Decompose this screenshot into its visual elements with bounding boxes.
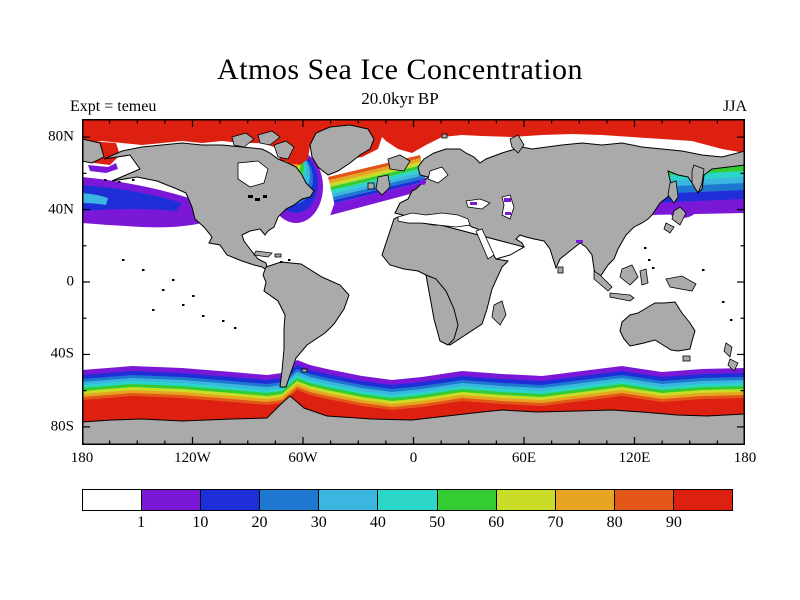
colorbar bbox=[82, 489, 733, 511]
x-tick-label: 180 bbox=[733, 450, 757, 466]
x-tick-label: 120E bbox=[618, 450, 651, 466]
colorbar-cell bbox=[613, 490, 673, 510]
borneo bbox=[619, 264, 639, 286]
season-label: JJA bbox=[722, 98, 747, 115]
colorbar-cell bbox=[436, 490, 496, 510]
colorbar-tick-label: 30 bbox=[310, 514, 327, 531]
x-tick-label: 0 bbox=[409, 450, 418, 466]
hudson-bay bbox=[237, 160, 269, 188]
new-zealand-south bbox=[727, 358, 739, 372]
sumatra bbox=[593, 270, 613, 292]
inland-seas bbox=[237, 160, 583, 260]
madagascar bbox=[491, 300, 507, 326]
continents bbox=[82, 124, 745, 388]
x-tick-label: 120W bbox=[174, 450, 211, 466]
pacific-island-dots bbox=[104, 179, 733, 329]
caspian-ice bbox=[504, 198, 511, 202]
colorbar-tick-label: 60 bbox=[488, 514, 505, 531]
colorbar-tick-label: 50 bbox=[429, 514, 446, 531]
colorbar-cell bbox=[318, 490, 378, 510]
black-sea-ice bbox=[470, 202, 477, 205]
x-tick-label: 60E bbox=[511, 450, 537, 466]
red-sea bbox=[475, 228, 495, 260]
map-svg bbox=[82, 119, 745, 445]
experiment-label: Expt = temeu bbox=[70, 98, 157, 115]
x-tick-label: 60W bbox=[288, 450, 318, 466]
black-sea bbox=[465, 198, 491, 210]
colorbar-tick-label: 10 bbox=[192, 514, 209, 531]
baltic-sea bbox=[427, 166, 449, 184]
colorbar-cell bbox=[495, 490, 555, 510]
colorbar-cell bbox=[377, 490, 437, 510]
australia bbox=[619, 301, 696, 352]
chart-title: Atmos Sea Ice Concentration bbox=[217, 53, 583, 86]
norway-coast-ice-spot bbox=[420, 179, 426, 185]
sakhalin bbox=[667, 180, 679, 204]
x-tick-label: 180 bbox=[70, 450, 94, 466]
japan bbox=[671, 206, 687, 226]
y-tick-label: 40S bbox=[50, 345, 74, 362]
colorbar-tick-label: 1 bbox=[137, 514, 146, 531]
bengal-ice bbox=[576, 240, 583, 243]
colorbar-tick-label: 20 bbox=[251, 514, 268, 531]
colorbar-cell bbox=[141, 490, 201, 510]
greenland bbox=[309, 124, 375, 176]
plot-frame bbox=[82, 119, 745, 445]
mediterranean bbox=[397, 212, 471, 228]
java bbox=[609, 292, 635, 302]
chart-subtitle: 20.0kyr BP bbox=[361, 89, 439, 108]
colorbar-cell bbox=[83, 490, 142, 510]
arctic-ice bbox=[82, 119, 745, 165]
africa-south bbox=[425, 274, 459, 346]
colorbar-cell bbox=[554, 490, 614, 510]
colorbar-cell bbox=[672, 490, 733, 510]
y-tick-label: 80S bbox=[50, 418, 74, 435]
colorbar-labels: 1 10 20 30 40 50 60 70 80 90 bbox=[82, 514, 733, 534]
y-tick-label: 80N bbox=[48, 128, 74, 145]
sulawesi bbox=[639, 268, 649, 286]
colorbar-tick-label: 90 bbox=[665, 514, 682, 531]
great-britain bbox=[375, 174, 391, 196]
kamchatka bbox=[691, 164, 705, 194]
novaya-zemlya bbox=[509, 134, 525, 154]
arctic-island bbox=[231, 132, 255, 148]
afro-eurasia bbox=[381, 142, 745, 346]
caspian-ice-south bbox=[505, 212, 511, 215]
new-zealand-north bbox=[723, 342, 733, 358]
tasmania bbox=[682, 355, 691, 362]
y-tick-label: 40N bbox=[48, 201, 74, 218]
south-america bbox=[262, 261, 350, 388]
sri-lanka bbox=[557, 266, 564, 274]
iceland bbox=[387, 154, 411, 172]
great-lakes bbox=[248, 195, 267, 201]
colorbar-cell bbox=[259, 490, 319, 510]
hispaniola bbox=[274, 253, 282, 258]
svalbard bbox=[441, 133, 448, 139]
chukotka-west bbox=[82, 138, 105, 164]
world-map-plot bbox=[82, 119, 745, 445]
colorbar-tick-label: 40 bbox=[369, 514, 386, 531]
arctic-island bbox=[273, 140, 295, 160]
arctic-island bbox=[257, 130, 281, 146]
colorbar-tick-label: 80 bbox=[606, 514, 623, 531]
y-tick-label: 0 bbox=[66, 273, 75, 290]
ireland bbox=[367, 182, 375, 190]
colorbar-tick-label: 70 bbox=[547, 514, 564, 531]
japan-south bbox=[663, 222, 675, 234]
cuba bbox=[253, 250, 273, 258]
antarctica bbox=[82, 395, 745, 445]
falklands bbox=[301, 368, 308, 373]
alaska-ice-edge bbox=[82, 177, 218, 228]
colorbar-cell bbox=[200, 490, 260, 510]
new-guinea bbox=[665, 275, 697, 292]
